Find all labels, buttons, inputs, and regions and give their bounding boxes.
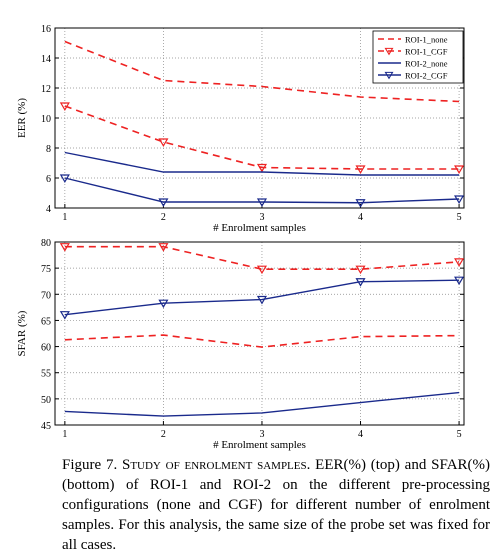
y-tick-label: 12 xyxy=(41,84,51,95)
x-tick-label: 1 xyxy=(62,212,67,223)
data-point xyxy=(454,258,465,267)
y-tick-label: 6 xyxy=(46,174,51,185)
data-point xyxy=(59,311,70,320)
y-tick-label: 4 xyxy=(46,204,51,215)
series-line-roi-1-none xyxy=(64,334,460,348)
y-axis-label: SFAR (%) xyxy=(16,310,28,356)
x-axis-label: # Enrolment samples xyxy=(213,222,306,234)
y-tick-label: 80 xyxy=(41,238,51,249)
data-point xyxy=(454,165,465,174)
legend-entry: ROI-1_none xyxy=(405,35,448,45)
caption-heading: Study of enrolment samples. xyxy=(121,457,311,473)
x-tick-label: 2 xyxy=(161,429,166,440)
x-tick-label: 4 xyxy=(358,429,363,440)
x-tick-label: 3 xyxy=(259,212,264,223)
data-point xyxy=(256,265,268,275)
data-point xyxy=(59,243,70,252)
y-tick-label: 50 xyxy=(41,395,51,406)
y-tick-label: 8 xyxy=(46,144,51,155)
data-point xyxy=(158,243,169,252)
series-line-roi-2-none xyxy=(64,391,460,417)
plot-frame xyxy=(54,241,465,426)
data-point xyxy=(355,265,366,275)
x-tick-label: 5 xyxy=(457,429,462,440)
x-tick-label: 2 xyxy=(161,212,166,223)
legend-marker xyxy=(384,47,394,56)
data-point xyxy=(454,276,465,286)
legend-entry: ROI-2_none xyxy=(405,59,448,69)
series-line-roi-1-none xyxy=(64,40,460,103)
legend-entry: ROI-1_CGF xyxy=(405,47,448,57)
x-tick-label: 4 xyxy=(358,212,363,223)
y-tick-label: 65 xyxy=(41,316,51,327)
x-tick-label: 1 xyxy=(62,429,67,440)
data-point xyxy=(355,165,366,174)
y-tick-label: 60 xyxy=(41,343,51,354)
y-tick-label: 16 xyxy=(41,24,51,35)
y-tick-label: 75 xyxy=(41,264,51,275)
data-point xyxy=(158,198,169,207)
series-line-roi-2-none xyxy=(64,151,460,176)
data-point xyxy=(59,174,70,183)
x-axis-label: # Enrolment samples xyxy=(213,439,306,451)
y-axis-label: EER (%) xyxy=(16,98,28,138)
legend-marker xyxy=(384,71,394,80)
data-point xyxy=(158,299,169,309)
y-tick-label: 14 xyxy=(41,54,51,65)
caption-label: Figure 7. xyxy=(62,457,118,473)
data-point xyxy=(454,195,465,204)
data-point xyxy=(355,278,366,287)
y-tick-label: 55 xyxy=(41,369,51,380)
caption-text: EER(%) (top) and SFAR(%) (bottom) of ROI… xyxy=(62,457,491,553)
series-line-roi-1-cgf xyxy=(64,245,460,270)
series-line-roi-2-cgf xyxy=(64,279,460,316)
data-point xyxy=(256,295,268,305)
x-tick-label: 3 xyxy=(259,429,264,440)
data-point xyxy=(158,138,169,147)
y-tick-label: 10 xyxy=(41,114,51,125)
data-point xyxy=(256,163,268,173)
y-tick-label: 70 xyxy=(41,290,51,301)
data-point xyxy=(256,198,268,207)
legend-entry: ROI-2_CGF xyxy=(405,71,448,81)
figure-caption: Figure 7. Study of enrolment samples. EE… xyxy=(62,455,490,555)
data-point xyxy=(59,102,70,111)
series-line-roi-2-cgf xyxy=(64,177,460,204)
series-line-roi-1-cgf xyxy=(64,105,460,170)
data-point xyxy=(355,199,366,208)
y-tick-label: 45 xyxy=(41,421,51,432)
x-tick-label: 5 xyxy=(457,212,462,223)
